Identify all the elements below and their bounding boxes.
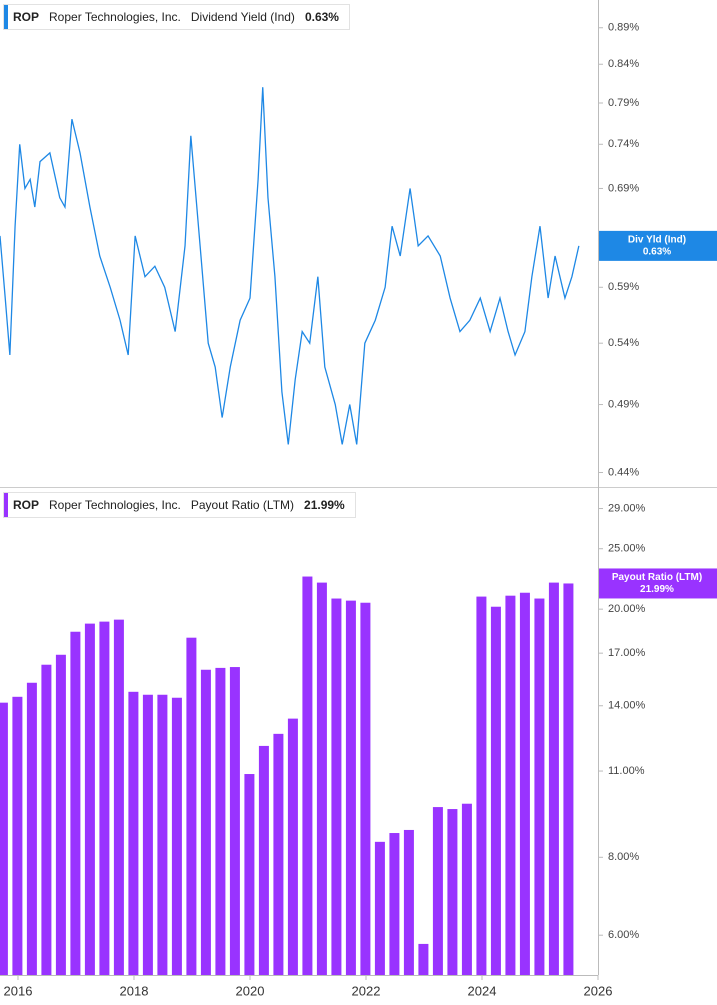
bar	[403, 829, 414, 975]
bar	[432, 807, 443, 975]
bar	[505, 595, 516, 975]
x-tick-label: 2020	[236, 983, 265, 998]
bar	[186, 637, 197, 975]
bar	[331, 598, 342, 975]
bar	[41, 664, 52, 975]
series-name: Payout Ratio (LTM)	[190, 498, 295, 512]
bar	[12, 696, 23, 975]
bar	[302, 576, 313, 975]
x-tick-label: 2022	[352, 983, 381, 998]
y-tick-label: 0.59%	[608, 281, 639, 293]
bar	[99, 621, 110, 975]
company: Roper Technologies, Inc.	[49, 498, 181, 512]
y-tick-label: 0.84%	[608, 58, 639, 70]
bar	[548, 582, 559, 975]
plot-area	[0, 87, 580, 975]
bar	[273, 733, 284, 975]
y-tick-label: 0.54%	[608, 337, 639, 349]
bar	[519, 592, 530, 975]
bar	[389, 833, 400, 975]
bar	[287, 718, 298, 975]
bar	[171, 697, 182, 975]
bar	[0, 702, 8, 975]
flag-value: 0.63%	[643, 247, 671, 258]
bar	[26, 682, 37, 975]
current-value: 0.63%	[304, 10, 339, 24]
bar	[345, 600, 356, 975]
bar	[534, 598, 545, 975]
series-header: ROP Roper Technologies, Inc. Dividend Yi…	[3, 4, 350, 30]
y-tick-label: 8.00%	[608, 851, 639, 863]
company: Roper Technologies, Inc.	[49, 10, 181, 24]
bar	[113, 619, 124, 975]
bar	[447, 809, 458, 975]
ticker: ROP	[13, 498, 40, 512]
bar	[490, 606, 501, 975]
bar	[316, 582, 327, 975]
ticker: ROP	[13, 10, 40, 24]
bar	[476, 596, 487, 975]
line-series	[0, 87, 580, 445]
x-tick-label: 2026	[584, 983, 613, 998]
y-tick-label: 0.74%	[608, 138, 639, 150]
y-tick-label: 0.69%	[608, 182, 639, 194]
y-tick-label: 14.00%	[608, 700, 646, 712]
flag-label: Payout Ratio (LTM)	[612, 572, 702, 583]
y-tick-label: 20.00%	[608, 603, 646, 615]
bar	[461, 803, 472, 975]
y-tick-label: 0.49%	[608, 398, 639, 410]
bar	[418, 943, 429, 975]
series-header: ROP Roper Technologies, Inc. Payout Rati…	[3, 492, 356, 518]
flag-value: 21.99%	[640, 584, 674, 595]
bar	[360, 602, 371, 975]
bar	[55, 654, 66, 975]
y-tick-label: 6.00%	[608, 929, 639, 941]
y-tick-label: 0.44%	[608, 466, 639, 478]
bar	[84, 623, 95, 975]
x-tick-label: 2024	[468, 983, 497, 998]
bar	[70, 631, 81, 975]
y-tick-label: 11.00%	[608, 765, 645, 777]
bar	[200, 669, 211, 975]
header-swatch	[4, 493, 8, 517]
bar	[258, 745, 269, 975]
flag-label: Div Yld (Ind)	[628, 235, 686, 246]
x-tick-label: 2016	[4, 983, 33, 998]
y-tick-label: 0.89%	[608, 22, 639, 34]
y-tick-label: 0.79%	[608, 97, 639, 109]
y-tick-label: 29.00%	[608, 502, 646, 514]
series-name: Dividend Yield (Ind)	[190, 10, 295, 24]
y-tick-label: 17.00%	[608, 647, 646, 659]
bar	[157, 694, 168, 975]
bar	[142, 694, 153, 975]
bar	[128, 691, 139, 975]
bar	[244, 774, 255, 975]
value-flag	[599, 230, 717, 261]
bar	[563, 583, 574, 975]
header-swatch	[4, 5, 8, 29]
bar	[374, 841, 385, 975]
bar	[215, 667, 226, 975]
value-flag	[599, 568, 717, 599]
current-value: 21.99%	[304, 498, 345, 512]
y-tick-label: 25.00%	[608, 543, 646, 555]
x-tick-label: 2018	[120, 983, 149, 998]
bar	[229, 667, 240, 975]
